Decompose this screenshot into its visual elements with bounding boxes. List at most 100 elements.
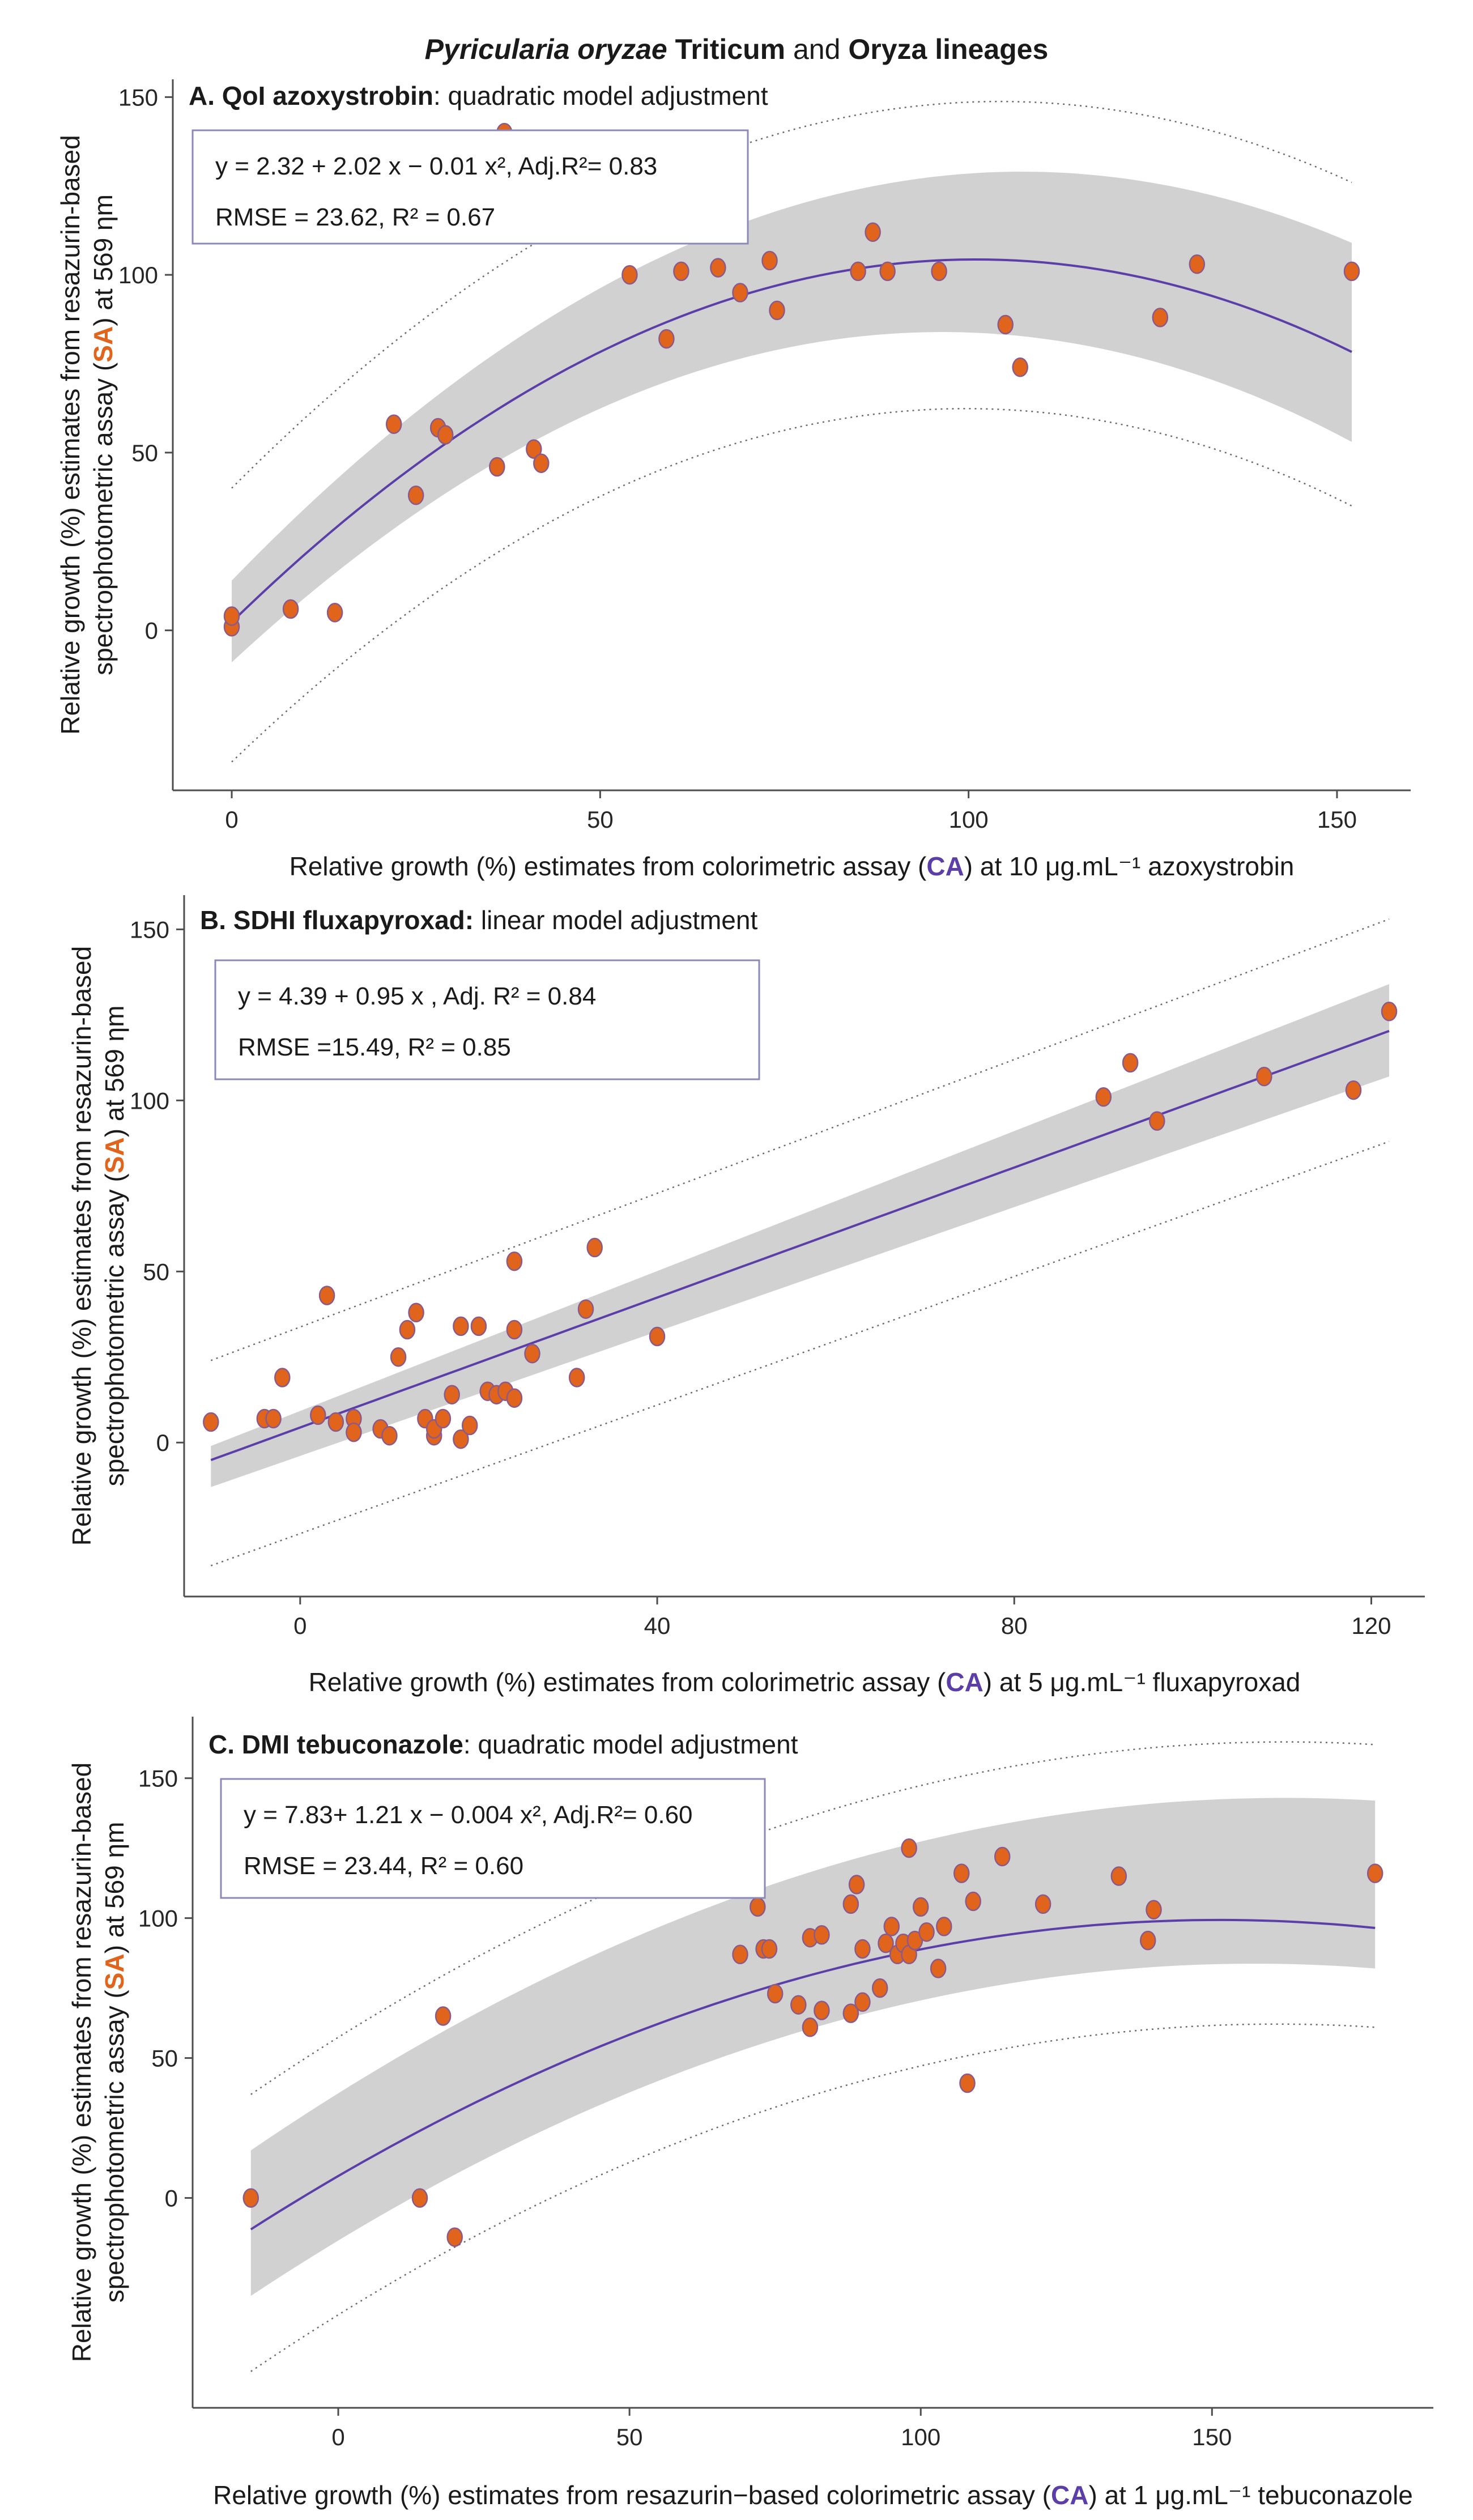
data-point — [408, 1302, 424, 1323]
data-point — [750, 1897, 766, 1917]
panel-a: 0 50 100 150 0 50 100 150 A. QoI azoxystrobin: q… — [56, 79, 1411, 881]
data-point — [444, 1385, 460, 1404]
data-point — [1034, 1894, 1051, 1914]
prediction-upper-line — [210, 918, 1390, 1361]
panel-title: B. SDHI fluxapyroxad: linear model adjus… — [200, 905, 757, 935]
data-point — [879, 261, 896, 282]
data-point — [381, 1425, 398, 1446]
data-point — [526, 439, 542, 459]
data-point — [524, 1343, 540, 1364]
data-point — [435, 2006, 452, 2026]
data-point — [577, 1299, 594, 1319]
y-tick-label: 100 — [130, 1087, 169, 1114]
data-point — [327, 1412, 344, 1432]
data-point — [761, 1939, 778, 1959]
data-point — [878, 1933, 894, 1953]
y-axis-title: Relative growth (%) estimates from resaz… — [67, 1763, 129, 2362]
x-tick-label: 120 — [1351, 1612, 1391, 1639]
data-point — [506, 1251, 523, 1271]
data-point — [310, 1405, 326, 1425]
data-point — [1345, 1080, 1362, 1100]
data-point — [1012, 357, 1028, 377]
data-point — [399, 1319, 416, 1340]
y-tick-label: 0 — [165, 2185, 178, 2212]
prediction-upper-line — [231, 100, 1352, 489]
data-point — [242, 2188, 259, 2208]
data-point — [265, 1408, 282, 1429]
data-point — [621, 265, 638, 285]
equation-box — [214, 959, 760, 1080]
y-tick-label: 0 — [145, 618, 158, 644]
y-tick-label: 50 — [151, 2045, 178, 2072]
y-tick-label: 50 — [143, 1258, 169, 1285]
prediction-upper-line — [250, 1741, 1376, 2095]
x-tick-label: 100 — [901, 2424, 940, 2450]
x-tick-label: 0 — [293, 1612, 306, 1639]
data-point — [489, 457, 505, 477]
data-point — [850, 261, 866, 282]
data-point — [658, 329, 675, 349]
data-point — [453, 1316, 469, 1336]
data-point — [901, 1838, 917, 1858]
panel-title: A. QoI azoxystrobin: quadratic model adj… — [189, 81, 768, 110]
data-point — [274, 1368, 291, 1387]
data-point — [965, 1891, 981, 1912]
data-point — [1189, 254, 1206, 274]
data-point — [871, 1978, 888, 1998]
data-point — [842, 2003, 859, 2023]
data-point — [1122, 1053, 1139, 1073]
confidence-band — [211, 984, 1389, 1487]
y-tick-label: 100 — [118, 262, 158, 288]
y-tick-label: 150 — [138, 1765, 178, 1792]
fitted-curve — [210, 1029, 1390, 1461]
data-point — [1366, 1863, 1383, 1883]
data-point — [854, 1939, 871, 1959]
model-stats: RMSE =15.49, R² = 0.85 — [238, 1033, 511, 1061]
confidence-band — [250, 1798, 1376, 2296]
data-point — [814, 2000, 830, 2020]
y-axis-title: Relative growth (%) estimates from resaz… — [67, 946, 129, 1546]
prediction-lower-line — [210, 1140, 1390, 1567]
data-point — [732, 283, 748, 303]
data-point — [586, 1237, 603, 1258]
data-point — [814, 1925, 830, 1945]
data-point — [790, 1995, 807, 2015]
x-tick-label: 80 — [1001, 1612, 1028, 1639]
data-point — [994, 1846, 1011, 1867]
data-point — [1152, 308, 1169, 327]
model-equation: y = 4.39 + 0.95 x , Adj. R² = 0.84 — [238, 982, 596, 1010]
x-axis-title: Relative growth (%) estimates from color… — [309, 1667, 1301, 1697]
data-point — [769, 300, 785, 321]
model-equation: y = 7.83+ 1.21 x − 0.004 x², Adj.R²= 0.6… — [244, 1801, 693, 1829]
data-point — [385, 414, 402, 434]
data-point — [1146, 1900, 1162, 1920]
data-point — [930, 1959, 947, 1978]
fitted-curve — [231, 258, 1352, 623]
model-stats: RMSE = 23.44, R² = 0.60 — [244, 1852, 523, 1880]
y-tick-label: 150 — [130, 916, 169, 943]
data-point — [1139, 1930, 1156, 1951]
y-tick-label: 0 — [156, 1429, 169, 1456]
data-point — [912, 1897, 929, 1917]
data-point — [453, 1429, 469, 1449]
data-point — [842, 1894, 859, 1914]
data-point — [533, 453, 550, 473]
data-point — [931, 261, 947, 282]
data-point — [802, 2017, 819, 2037]
panel-title: C. DMI tebuconazole: quadratic model adj… — [208, 1730, 798, 1759]
data-point — [673, 261, 689, 282]
data-point — [435, 1408, 452, 1429]
data-point — [461, 1415, 478, 1436]
data-point — [390, 1347, 407, 1367]
data-point — [1381, 1002, 1398, 1021]
data-point — [767, 1983, 784, 2004]
fitted-curve — [250, 1918, 1376, 2230]
data-point — [223, 606, 240, 626]
data-point — [761, 250, 778, 271]
data-point — [318, 1285, 335, 1305]
x-tick-label: 0 — [331, 2424, 344, 2450]
data-point — [1110, 1866, 1127, 1886]
prediction-lower-line — [231, 408, 1352, 763]
data-point — [865, 222, 881, 242]
